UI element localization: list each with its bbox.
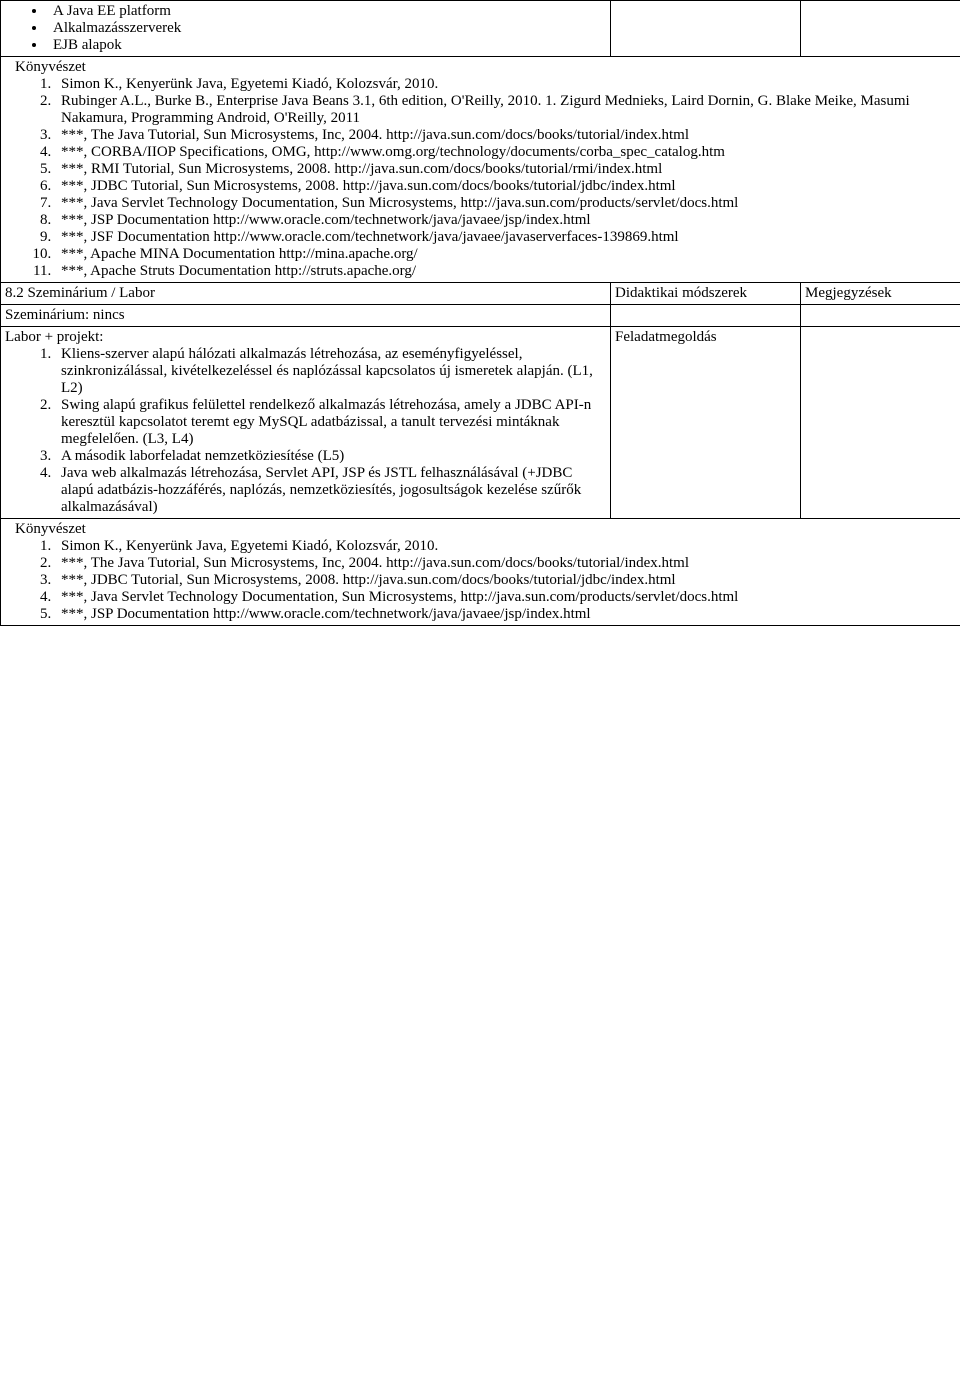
row-bibliography-2: Könyvészet Simon K., Kenyerünk Java, Egy… bbox=[1, 519, 960, 626]
bib-item: ***, Java Servlet Technology Documentati… bbox=[55, 195, 956, 212]
bibliography-list-1: Simon K., Kenyerünk Java, Egyetemi Kiadó… bbox=[5, 76, 956, 280]
cell-section-title: 8.2 Szeminárium / Labor bbox=[1, 283, 611, 305]
document-table: A Java EE platform Alkalmazásszerverek E… bbox=[0, 0, 960, 626]
cell-bullets: A Java EE platform Alkalmazásszerverek E… bbox=[1, 1, 611, 57]
bib-item: ***, The Java Tutorial, Sun Microsystems… bbox=[55, 127, 956, 144]
bib-item: ***, JDBC Tutorial, Sun Microsystems, 20… bbox=[55, 572, 956, 589]
labor-item: Kliens-szerver alapú hálózati alkalmazás… bbox=[55, 346, 606, 397]
bibliography-heading-2: Könyvészet bbox=[5, 521, 956, 538]
labor-item: Swing alapú grafikus felülettel rendelke… bbox=[55, 397, 606, 448]
bullet-list: A Java EE platform Alkalmazásszerverek E… bbox=[5, 3, 606, 54]
cell-bibliography-2: Könyvészet Simon K., Kenyerünk Java, Egy… bbox=[1, 519, 960, 626]
row-bibliography-1: Könyvészet Simon K., Kenyerünk Java, Egy… bbox=[1, 57, 960, 283]
cell-notes-header: Megjegyzések bbox=[801, 283, 960, 305]
cell-method: Feladatmegoldás bbox=[611, 327, 801, 519]
cell-seminar: Szeminárium: nincs bbox=[1, 305, 611, 327]
bib-item: ***, Java Servlet Technology Documentati… bbox=[55, 589, 956, 606]
row-labor: Labor + projekt: Kliens-szerver alapú há… bbox=[1, 327, 960, 519]
bib-item: ***, Apache MINA Documentation http://mi… bbox=[55, 246, 956, 263]
labor-item: Java web alkalmazás létrehozása, Servlet… bbox=[55, 465, 606, 516]
cell-bibliography-1: Könyvészet Simon K., Kenyerünk Java, Egy… bbox=[1, 57, 960, 283]
bibliography-list-2: Simon K., Kenyerünk Java, Egyetemi Kiadó… bbox=[5, 538, 956, 623]
cell-empty bbox=[611, 1, 801, 57]
bib-item: ***, The Java Tutorial, Sun Microsystems… bbox=[55, 555, 956, 572]
bib-item: ***, Apache Struts Documentation http://… bbox=[55, 263, 956, 280]
cell-empty bbox=[611, 305, 801, 327]
bullet-item: EJB alapok bbox=[47, 37, 606, 54]
row-section-header: 8.2 Szeminárium / Labor Didaktikai módsz… bbox=[1, 283, 960, 305]
cell-empty bbox=[801, 305, 960, 327]
labor-list: Kliens-szerver alapú hálózati alkalmazás… bbox=[5, 346, 606, 516]
bibliography-heading: Könyvészet bbox=[5, 59, 956, 76]
bib-item: Rubinger A.L., Burke B., Enterprise Java… bbox=[55, 93, 956, 127]
bib-item: Simon K., Kenyerünk Java, Egyetemi Kiadó… bbox=[55, 76, 956, 93]
bib-item: ***, CORBA/IIOP Specifications, OMG, htt… bbox=[55, 144, 956, 161]
cell-methods-header: Didaktikai módszerek bbox=[611, 283, 801, 305]
cell-empty bbox=[801, 1, 960, 57]
bib-item: ***, JDBC Tutorial, Sun Microsystems, 20… bbox=[55, 178, 956, 195]
row-seminar: Szeminárium: nincs bbox=[1, 305, 960, 327]
bib-item: ***, RMI Tutorial, Sun Microsystems, 200… bbox=[55, 161, 956, 178]
row-bullets: A Java EE platform Alkalmazásszerverek E… bbox=[1, 1, 960, 57]
bib-item: ***, JSP Documentation http://www.oracle… bbox=[55, 212, 956, 229]
labor-heading: Labor + projekt: bbox=[5, 329, 606, 346]
cell-empty bbox=[801, 327, 960, 519]
bullet-item: A Java EE platform bbox=[47, 3, 606, 20]
bib-item: Simon K., Kenyerünk Java, Egyetemi Kiadó… bbox=[55, 538, 956, 555]
labor-item: A második laborfeladat nemzetköziesítése… bbox=[55, 448, 606, 465]
cell-labor: Labor + projekt: Kliens-szerver alapú há… bbox=[1, 327, 611, 519]
bib-item: ***, JSF Documentation http://www.oracle… bbox=[55, 229, 956, 246]
bib-item: ***, JSP Documentation http://www.oracle… bbox=[55, 606, 956, 623]
bullet-item: Alkalmazásszerverek bbox=[47, 20, 606, 37]
